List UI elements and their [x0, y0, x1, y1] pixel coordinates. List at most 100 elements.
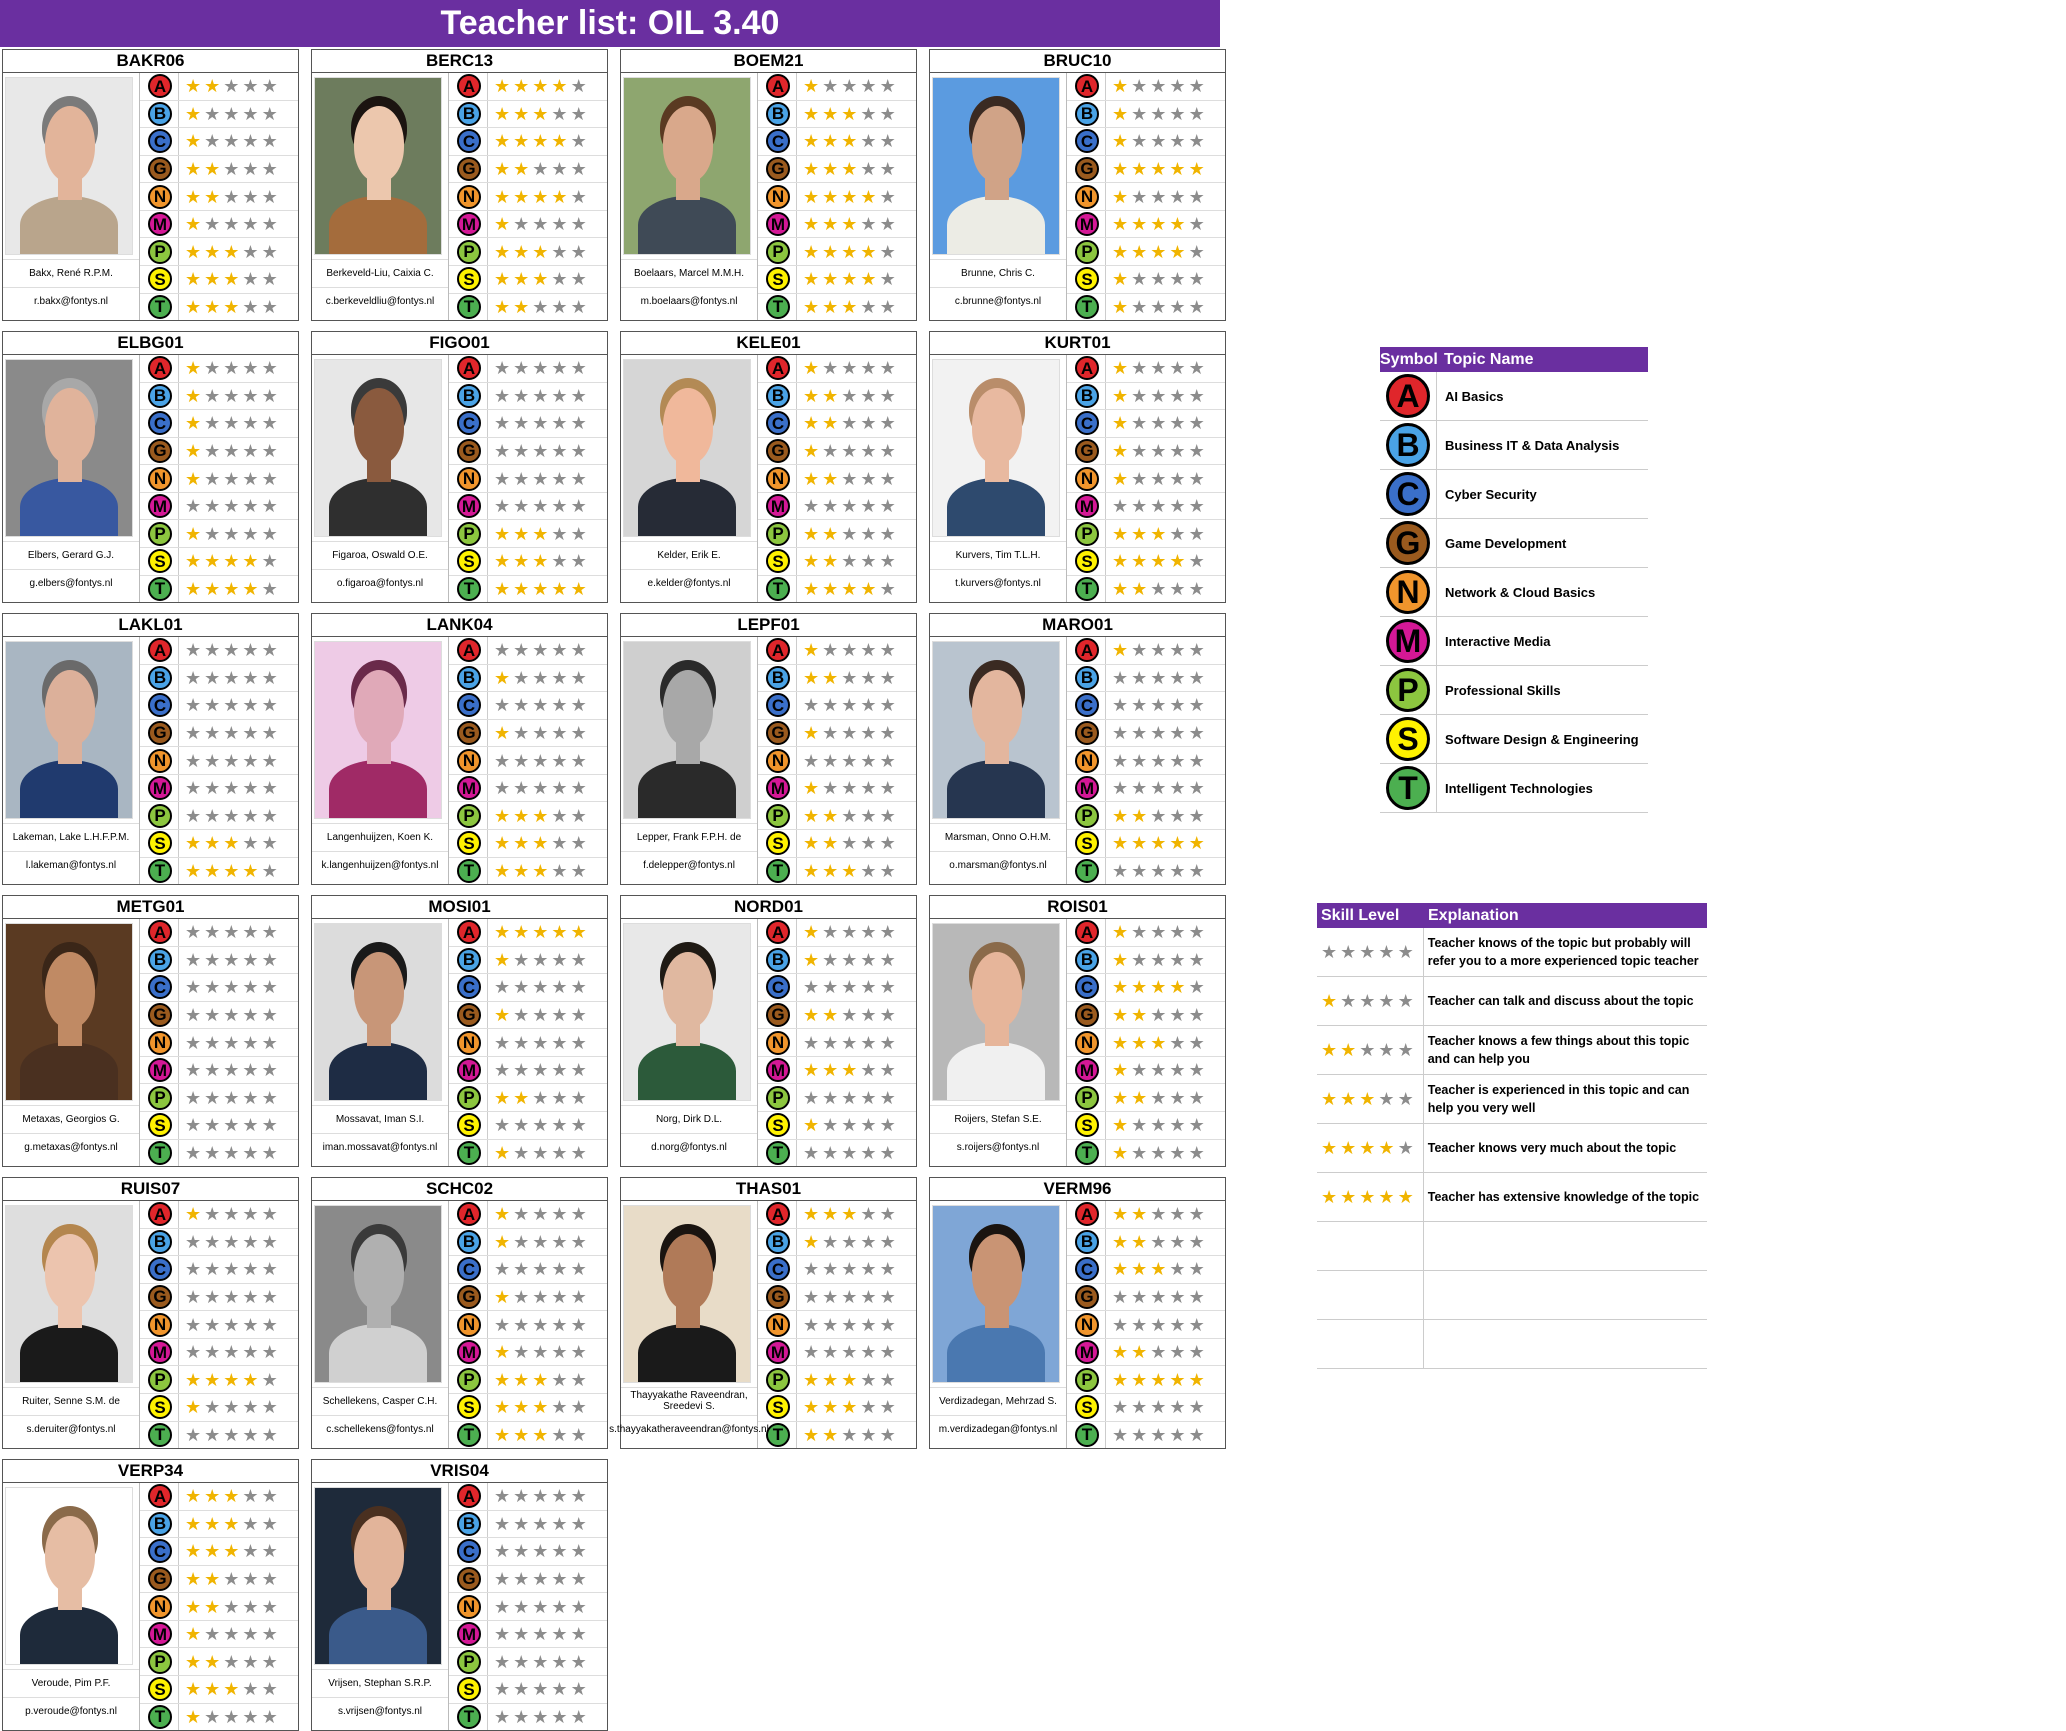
empty-star-icon: ★: [551, 269, 568, 290]
topic-badge-n: N: [457, 1030, 481, 1055]
star-rating: ★ ★ ★ ★ ★: [796, 355, 896, 382]
empty-star-icon: ★: [242, 640, 259, 661]
empty-star-icon: ★: [1169, 131, 1186, 152]
filled-star-icon: ★: [204, 296, 221, 317]
empty-star-icon: ★: [1150, 496, 1167, 517]
topic-rating-row: B ★ ★ ★ ★ ★: [758, 382, 916, 411]
empty-star-icon: ★: [879, 496, 896, 517]
filled-star-icon: ★: [803, 922, 820, 943]
empty-star-icon: ★: [879, 750, 896, 771]
empty-star-icon: ★: [223, 722, 240, 743]
empty-star-icon: ★: [879, 860, 896, 881]
empty-star-icon: ★: [204, 1087, 221, 1108]
empty-star-icon: ★: [551, 1231, 568, 1252]
empty-star-icon: ★: [1169, 949, 1186, 970]
filled-star-icon: ★: [803, 413, 820, 434]
filled-star-icon: ★: [1131, 241, 1148, 262]
filled-star-icon: ★: [494, 269, 511, 290]
filled-star-icon: ★: [223, 551, 240, 572]
topic-rating-row: B ★ ★ ★ ★ ★: [449, 664, 607, 693]
empty-star-icon: ★: [1188, 1286, 1205, 1307]
empty-star-icon: ★: [879, 695, 896, 716]
empty-star-icon: ★: [879, 1424, 896, 1445]
topic-rating-row: P ★ ★ ★ ★ ★: [449, 1084, 607, 1112]
teacher-code: KELE01: [621, 332, 916, 355]
topic-badge-c: C: [148, 1539, 172, 1564]
filled-star-icon: ★: [1150, 833, 1167, 854]
topic-badge-n: N: [148, 1594, 172, 1619]
empty-star-icon: ★: [822, 1115, 839, 1136]
star-rating: ★ ★ ★ ★ ★: [1105, 183, 1205, 210]
empty-star-icon: ★: [242, 805, 259, 826]
empty-star-icon: ★: [1150, 805, 1167, 826]
topic-badge-t: T: [148, 294, 172, 319]
star-rating: ★ ★ ★ ★ ★: [487, 492, 587, 520]
filled-star-icon: ★: [570, 922, 587, 943]
empty-star-icon: ★: [1169, 385, 1186, 406]
topic-badge-n: N: [766, 466, 790, 491]
star-rating: ★ ★ ★ ★ ★: [487, 1201, 587, 1228]
filled-star-icon: ★: [1321, 1187, 1338, 1207]
filled-star-icon: ★: [185, 296, 202, 317]
topic-rating-row: C ★ ★ ★ ★ ★: [1067, 1256, 1225, 1284]
empty-star-icon: ★: [551, 1541, 568, 1562]
empty-star-icon: ★: [261, 1204, 278, 1225]
empty-star-icon: ★: [570, 1568, 587, 1589]
teacher-name: Boelaars, Marcel M.M.H.: [621, 259, 757, 286]
empty-star-icon: ★: [494, 496, 511, 517]
filled-star-icon: ★: [1112, 413, 1129, 434]
topic-badge-t: T: [148, 576, 172, 601]
star-rating: ★ ★ ★ ★ ★: [1105, 1338, 1205, 1366]
filled-star-icon: ★: [185, 1568, 202, 1589]
filled-star-icon: ★: [494, 76, 511, 97]
empty-star-icon: ★: [879, 1397, 896, 1418]
teacher-photo: [314, 359, 442, 537]
empty-star-icon: ★: [551, 496, 568, 517]
topic-badge-g: G: [148, 720, 172, 745]
filled-star-icon: ★: [513, 578, 530, 599]
topic-badge-c: C: [1075, 129, 1099, 154]
empty-star-icon: ★: [1378, 942, 1395, 962]
empty-star-icon: ★: [1397, 991, 1414, 1011]
empty-star-icon: ★: [223, 949, 240, 970]
topic-legend: Symbol Topic Name A AI Basics B Business IT…: [1380, 347, 1648, 813]
filled-star-icon: ★: [1112, 1087, 1129, 1108]
topic-badge-t: T: [1386, 766, 1430, 810]
teacher-email: g.elbers@fontys.nl: [3, 569, 139, 596]
empty-star-icon: ★: [185, 1314, 202, 1335]
empty-star-icon: ★: [1188, 131, 1205, 152]
empty-star-icon: ★: [513, 440, 530, 461]
empty-star-icon: ★: [860, 103, 877, 124]
topic-badge-g: G: [1075, 1284, 1099, 1309]
empty-star-icon: ★: [513, 1541, 530, 1562]
empty-star-icon: ★: [841, 949, 858, 970]
empty-star-icon: ★: [513, 1060, 530, 1081]
filled-star-icon: ★: [494, 296, 511, 317]
empty-star-icon: ★: [803, 1087, 820, 1108]
empty-star-icon: ★: [879, 296, 896, 317]
empty-star-icon: ★: [242, 750, 259, 771]
topic-rating-row: M ★ ★ ★ ★ ★: [758, 492, 916, 521]
topic-rating-row: M ★ ★ ★ ★ ★: [758, 774, 916, 803]
teacher-email: s.vrijsen@fontys.nl: [312, 1697, 448, 1724]
star-rating: ★ ★ ★ ★ ★: [178, 1393, 278, 1421]
topic-legend-row: N Network & Cloud Basics: [1380, 568, 1648, 617]
filled-star-icon: ★: [822, 103, 839, 124]
topic-badge-b: B: [766, 101, 790, 126]
empty-star-icon: ★: [1150, 1314, 1167, 1335]
empty-star-icon: ★: [242, 1651, 259, 1672]
star-rating: ★ ★ ★ ★ ★: [487, 1228, 587, 1256]
star-rating: ★ ★ ★ ★ ★: [178, 1703, 278, 1731]
star-rating: ★ ★ ★ ★ ★: [1105, 1056, 1205, 1084]
star-rating: ★ ★ ★ ★ ★: [487, 265, 587, 293]
empty-star-icon: ★: [532, 1679, 549, 1700]
empty-star-icon: ★: [860, 667, 877, 688]
topic-rating-row: N ★ ★ ★ ★ ★: [1067, 747, 1225, 775]
empty-star-icon: ★: [822, 76, 839, 97]
star-rating: ★ ★ ★ ★ ★: [796, 1338, 896, 1366]
topic-rating-row: B ★ ★ ★ ★ ★: [758, 664, 916, 693]
empty-star-icon: ★: [1131, 496, 1148, 517]
filled-star-icon: ★: [1112, 440, 1129, 461]
empty-star-icon: ★: [242, 76, 259, 97]
topic-badge-c: C: [457, 1257, 481, 1282]
